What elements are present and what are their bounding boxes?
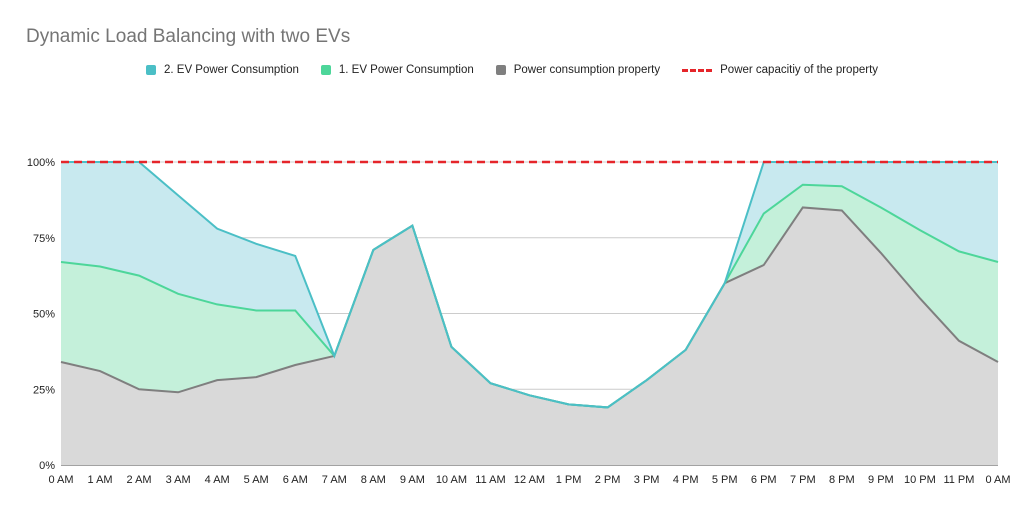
y-tick-label-2: 50%	[33, 309, 55, 321]
legend-label-capacity: Power capacitiy of the property	[720, 64, 879, 76]
legend-item-ev1[interactable]: 1. EV Power Consumption	[320, 64, 474, 76]
x-tick-label-3: 3 AM	[166, 474, 191, 486]
x-tick-label-18: 6 PM	[751, 474, 777, 486]
x-tick-label-11: 11 AM	[475, 474, 505, 486]
y-tick-label-0: 0%	[39, 460, 55, 472]
x-tick-label-13: 1 PM	[556, 474, 582, 486]
legend-swatch-ev2	[145, 65, 156, 75]
x-tick-label-21: 9 PM	[868, 474, 894, 486]
x-tick-label-10: 10 AM	[436, 474, 467, 486]
legend-item-ev2[interactable]: 2. EV Power Consumption	[145, 64, 299, 76]
legend-label-ev2: 2. EV Power Consumption	[163, 64, 299, 76]
legend-swatch-ev1	[320, 65, 331, 75]
x-tick-label-24: 0 AM	[985, 474, 1010, 486]
x-tick-label-9: 9 AM	[400, 474, 425, 486]
legend-swatch-property	[495, 65, 506, 75]
x-tick-label-20: 8 PM	[829, 474, 855, 486]
legend-swatch-capacity	[682, 68, 713, 72]
area-ev2	[61, 162, 998, 408]
legend-label-property: Power consumption property	[513, 64, 661, 76]
y-tick-label-3: 75%	[33, 233, 55, 245]
x-tick-label-8: 8 AM	[361, 474, 386, 486]
x-tick-label-5: 5 AM	[244, 474, 269, 486]
x-tick-label-4: 4 AM	[205, 474, 230, 486]
legend-item-capacity[interactable]: Power capacitiy of the property	[682, 64, 878, 76]
x-tick-label-0: 0 AM	[48, 474, 73, 486]
x-tick-label-7: 7 AM	[322, 474, 347, 486]
x-tick-label-23: 11 PM	[943, 474, 974, 486]
x-tick-label-16: 4 PM	[673, 474, 699, 486]
x-tick-label-14: 2 PM	[595, 474, 621, 486]
x-tick-label-17: 5 PM	[712, 474, 738, 486]
x-tick-label-19: 7 PM	[790, 474, 816, 486]
x-tick-label-1: 1 AM	[88, 474, 113, 486]
y-tick-label-1: 25%	[33, 384, 55, 396]
area-ev1	[61, 184, 998, 408]
x-tick-label-2: 2 AM	[127, 474, 152, 486]
x-tick-label-15: 3 PM	[634, 474, 660, 486]
x-tick-label-22: 10 PM	[904, 474, 936, 486]
legend: 2. EV Power Consumption 1. EV Power Cons…	[0, 64, 1024, 76]
legend-label-ev1: 1. EV Power Consumption	[338, 64, 474, 76]
chart-title: Dynamic Load Balancing with two EVs	[26, 26, 351, 47]
y-tick-label-4: 100%	[27, 157, 55, 169]
x-tick-label-12: 12 AM	[514, 474, 545, 486]
legend-item-property[interactable]: Power consumption property	[495, 64, 661, 76]
area-property	[61, 207, 998, 465]
x-tick-label-6: 6 AM	[283, 474, 308, 486]
